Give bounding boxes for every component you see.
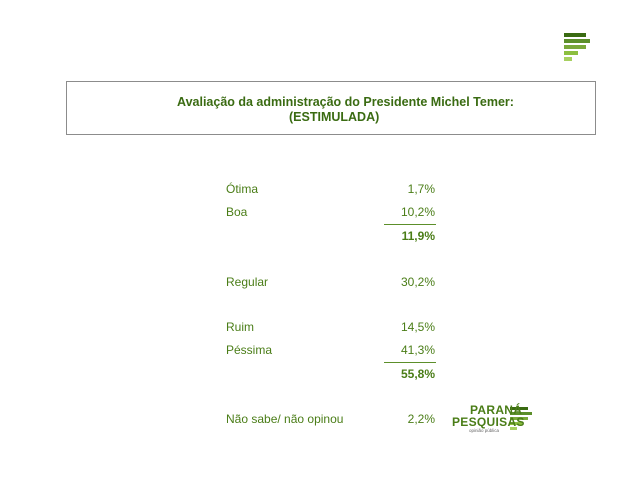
- row-value-pessima: 41,3%: [400, 343, 435, 357]
- brand-tagline: opinião pública: [469, 428, 500, 433]
- brand-name-line1: PARANÁ: [470, 403, 523, 417]
- row-value-regular: 30,2%: [400, 275, 435, 289]
- subtotal-divider: [384, 224, 436, 225]
- subtotal-negative: 55,8%: [400, 367, 435, 381]
- parana-pesquisas-logo-icon: [564, 33, 590, 61]
- subtotal-positive: 11,9%: [401, 229, 435, 243]
- page-title: Avaliação da administração do Presidente…: [177, 95, 514, 109]
- row-label-regular: Regular: [226, 275, 269, 289]
- row-label-pessima: Péssima: [226, 343, 273, 357]
- row-label-ruim: Ruim: [226, 320, 255, 334]
- subtotal-divider: [384, 362, 436, 363]
- row-label-otima: Ótima: [226, 182, 259, 196]
- row-value-boa: 10,2%: [400, 205, 435, 219]
- brand-logo-icon: [510, 407, 532, 430]
- row-label-nao-sabe: Não sabe/ não opinou: [226, 412, 344, 426]
- row-value-otima: 1,7%: [407, 182, 435, 196]
- row-label-boa: Boa: [226, 205, 248, 219]
- brand-name-line2: PESQUISAS: [452, 415, 525, 429]
- title-box: [66, 81, 596, 135]
- page-subtitle: (ESTIMULADA): [289, 110, 380, 124]
- row-value-ruim: 14,5%: [400, 320, 435, 334]
- row-value-nao-sabe: 2,2%: [407, 412, 435, 426]
